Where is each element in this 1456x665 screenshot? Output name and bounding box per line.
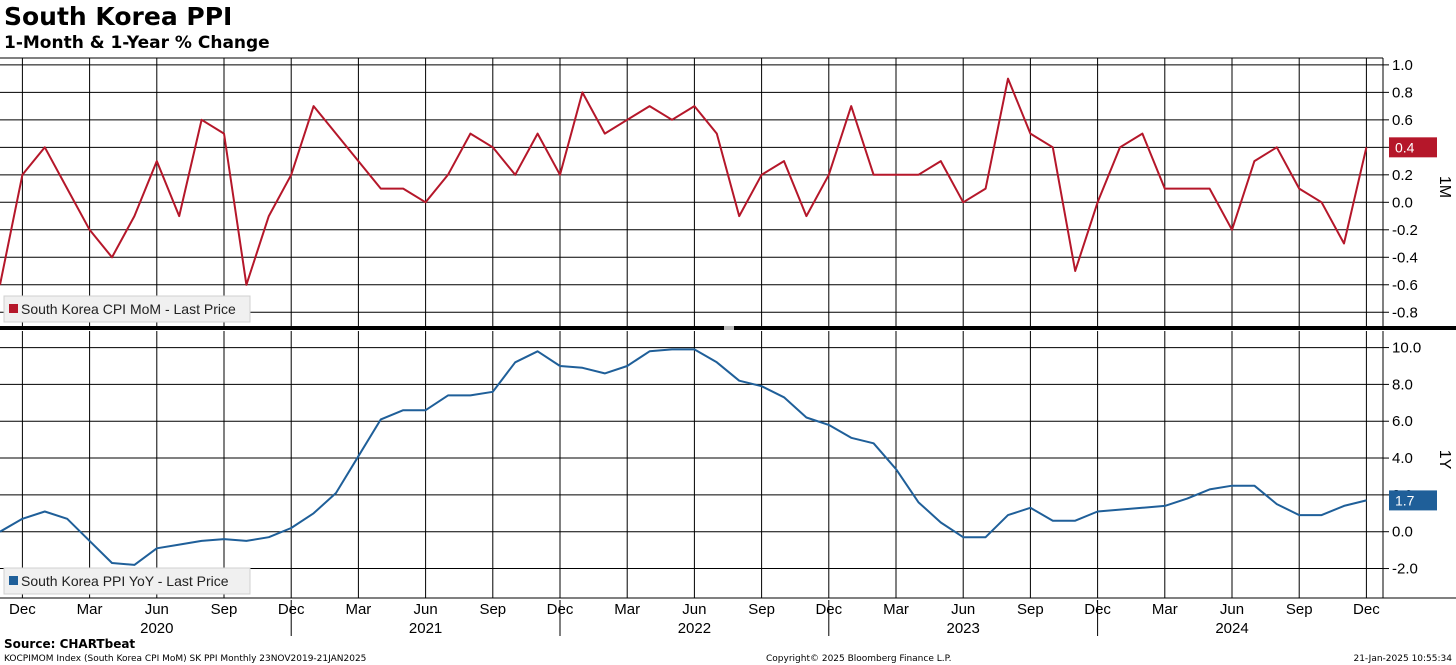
source-note: Source: CHARTbeat (4, 637, 136, 651)
x-tick-label: Sep (1017, 601, 1044, 618)
x-year-label: 2023 (947, 620, 980, 637)
x-tick-label: Dec (1353, 601, 1380, 618)
y-tick-label: 0.0 (1392, 524, 1413, 541)
bottom-series-line (0, 348, 1367, 566)
y-tick-label: 0.2 (1392, 167, 1413, 184)
x-tick-label: Jun (951, 601, 975, 618)
y-tick-label: 8.0 (1392, 376, 1413, 393)
y-tick-label: -0.6 (1392, 277, 1418, 294)
y-tick-label: 0.8 (1392, 84, 1413, 101)
x-tick-label: Mar (614, 601, 640, 618)
x-tick-label: Sep (748, 601, 775, 618)
last-value-label: 1.7 (1395, 492, 1415, 508)
footer-timestamp: 21-Jan-2025 10:55:34 (1353, 654, 1452, 664)
x-year-label: 2022 (678, 620, 711, 637)
legend-box (3, 295, 251, 323)
y-tick-label: -0.4 (1392, 249, 1418, 266)
y-tick-label: -0.8 (1392, 304, 1418, 321)
footer-copyright: Copyright© 2025 Bloomberg Finance L.P. (766, 654, 952, 664)
footer-index-info: KOCPIMOM Index (South Korea CPI MoM) SK … (4, 654, 367, 664)
y-tick-label: -2.0 (1392, 561, 1418, 578)
last-value-badge (1389, 137, 1437, 158)
chart-title: South Korea PPI (4, 2, 233, 31)
last-value-badge (1389, 490, 1437, 511)
x-tick-label: Jun (682, 601, 706, 618)
x-tick-label: Mar (77, 601, 103, 618)
y-tick-label: 0.6 (1392, 112, 1413, 129)
panel-splitter-handle (724, 326, 734, 330)
x-year-label: 2020 (140, 620, 173, 637)
legend-box (3, 567, 251, 595)
x-tick-label: Jun (414, 601, 438, 618)
x-year-label: 2021 (409, 620, 442, 637)
x-tick-label: Mar (1152, 601, 1178, 618)
x-tick-label: Sep (1286, 601, 1313, 618)
legend-swatch (9, 304, 18, 313)
x-tick-label: Mar (345, 601, 371, 618)
x-tick-label: Dec (9, 601, 36, 618)
x-tick-label: Mar (883, 601, 909, 618)
y-tick-label: 4.0 (1392, 450, 1413, 467)
x-tick-label: Sep (211, 601, 238, 618)
y-tick-label: 6.0 (1392, 413, 1413, 430)
legend-label: South Korea PPI YoY - Last Price (21, 573, 229, 589)
legend-label: South Korea CPI MoM - Last Price (21, 301, 236, 317)
x-tick-label: Sep (479, 601, 506, 618)
legend-swatch (9, 576, 18, 585)
y-tick-label: 10.0 (1392, 340, 1421, 357)
x-tick-label: Jun (145, 601, 169, 618)
panel-side-label: 1Y (1436, 450, 1453, 470)
top-series-line (0, 77, 1368, 286)
panel-side-label: 1M (1436, 176, 1453, 198)
x-year-label: 2024 (1215, 620, 1248, 637)
last-value-label: 0.4 (1395, 139, 1415, 155)
x-tick-label: Jun (1220, 601, 1244, 618)
top-panel: 1.00.80.60.40.20.0-0.2-0.4-0.6-0.80.41MS… (0, 57, 1453, 326)
y-tick-label: 1.0 (1392, 57, 1413, 74)
chart-subtitle: 1-Month & 1-Year % Change (4, 33, 270, 53)
y-tick-label: 0.0 (1392, 194, 1413, 211)
y-tick-label: -0.2 (1392, 222, 1418, 239)
